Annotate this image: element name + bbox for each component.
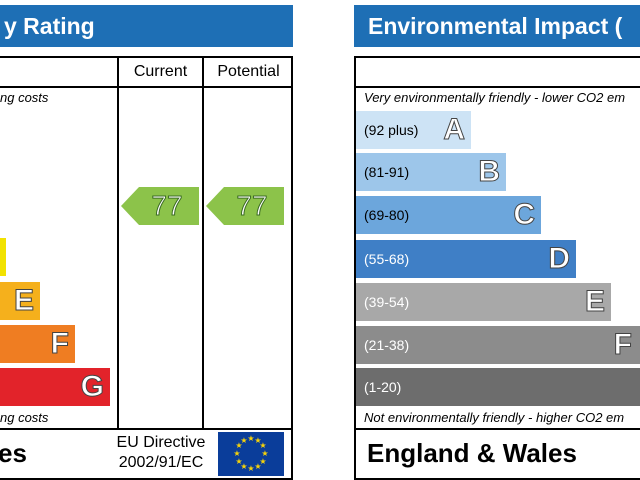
current-rating-value: 77 <box>151 190 183 222</box>
potential-arrow-shape <box>206 187 284 225</box>
environmental-bottom-note: Not environmentally friendly - higher CO… <box>364 410 625 425</box>
environmental-impact-title: Environmental Impact ( <box>354 5 640 47</box>
energy-rating-title: y Rating <box>0 5 293 47</box>
potential-column-divider <box>202 56 204 430</box>
env-header-divider <box>354 86 640 88</box>
current-arrow-shape <box>121 187 199 225</box>
environmental-band-c: (69-80) C <box>356 196 541 234</box>
potential-column-header: Potential <box>217 63 280 80</box>
environmental-band-g: (1-20) <box>356 368 640 406</box>
current-rating-arrow: 77 <box>121 187 199 225</box>
energy-rating-panel: y Rating Current Potential ng costs E F … <box>0 0 300 480</box>
svg-text:★: ★ <box>235 457 242 466</box>
energy-rating-frame <box>0 56 293 480</box>
svg-text:★: ★ <box>240 436 247 445</box>
energy-band-g: G <box>0 368 110 406</box>
potential-rating-arrow: 77 <box>206 187 284 225</box>
environmental-impact-panel: Environmental Impact ( Very environmenta… <box>354 0 640 480</box>
current-column-divider <box>117 56 119 430</box>
energy-bottom-note: ng costs <box>0 410 49 425</box>
potential-rating-value: 77 <box>236 190 268 222</box>
svg-text:★: ★ <box>247 434 254 443</box>
eu-stars-icon: ★ ★★ ★★★ ★★★ ★★★ <box>233 434 268 473</box>
eu-directive-label: EU Directive 2002/91/EC <box>108 433 214 473</box>
svg-text:★: ★ <box>235 441 242 450</box>
eu-directive-line1: EU Directive <box>116 434 206 451</box>
environmental-band-a: (92 plus) A <box>356 111 471 149</box>
svg-text:★: ★ <box>259 441 266 450</box>
energy-top-note: ng costs <box>0 90 49 105</box>
eu-directive-line2: 2002/91/EC <box>118 454 204 471</box>
svg-text:★: ★ <box>259 457 266 466</box>
svg-text:★: ★ <box>247 464 254 473</box>
svg-text:★: ★ <box>261 449 268 458</box>
environmental-footer-region: England & Wales <box>367 438 577 468</box>
environmental-top-note: Very environmentally friendly - lower CO… <box>364 90 626 105</box>
header-divider <box>0 86 293 88</box>
energy-band-e: E <box>0 282 40 320</box>
environmental-band-d: (55-68) D <box>356 240 576 278</box>
svg-text:★: ★ <box>240 462 247 471</box>
energy-footer-region: es <box>0 438 27 468</box>
environmental-band-b: (81-91) B <box>356 153 506 191</box>
eu-flag-icon: ★ ★ ★ ★ ★ ★ ★ ★ ★ ★ ★ ★ <box>218 432 284 476</box>
svg-text:★: ★ <box>254 436 261 445</box>
svg-text:★: ★ <box>254 462 261 471</box>
environmental-band-e: (39-54) E <box>356 283 611 321</box>
current-column-header: Current <box>133 63 188 80</box>
svg-text:★: ★ <box>233 449 240 458</box>
energy-band-f: F <box>0 325 75 363</box>
env-footer-divider <box>354 428 640 430</box>
energy-band-d <box>0 238 6 276</box>
environmental-band-f: (21-38) F <box>356 326 640 364</box>
footer-divider <box>0 428 293 430</box>
